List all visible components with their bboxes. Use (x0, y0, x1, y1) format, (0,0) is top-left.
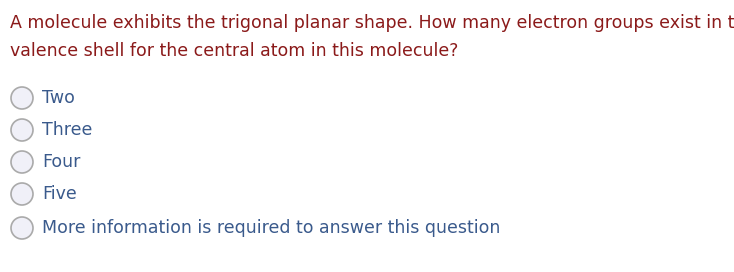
Text: More information is required to answer this question: More information is required to answer t… (42, 219, 501, 237)
Ellipse shape (11, 217, 33, 239)
Text: valence shell for the central atom in this molecule?: valence shell for the central atom in th… (10, 42, 458, 60)
Ellipse shape (11, 151, 33, 173)
Text: Five: Five (42, 185, 77, 203)
Text: Two: Two (42, 89, 75, 107)
Text: A molecule exhibits the trigonal planar shape. How many electron groups exist in: A molecule exhibits the trigonal planar … (10, 14, 734, 32)
Text: Four: Four (42, 153, 81, 171)
Ellipse shape (11, 119, 33, 141)
Ellipse shape (11, 183, 33, 205)
Text: Three: Three (42, 121, 92, 139)
Ellipse shape (11, 87, 33, 109)
